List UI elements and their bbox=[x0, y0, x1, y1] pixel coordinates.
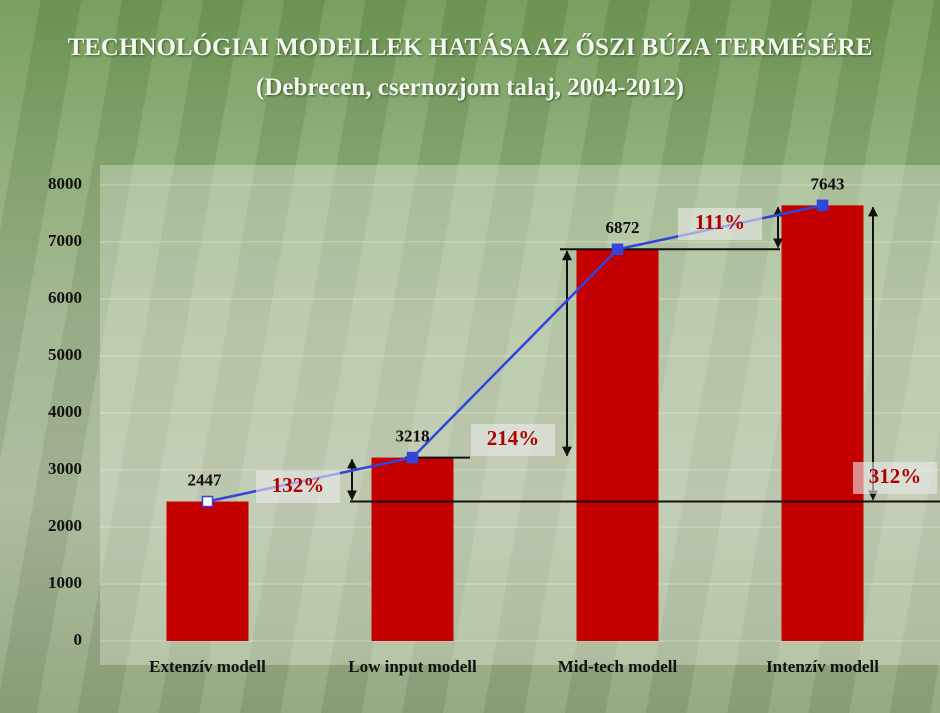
x-tick-label: Extenzív modell bbox=[149, 657, 266, 676]
chart: 0 1000 2000 3000 4000 5000 6000 7000 8000 Extenzí… bbox=[0, 0, 940, 713]
line-marker bbox=[818, 200, 828, 210]
annotation: 214% bbox=[487, 426, 540, 450]
y-tick-label: 8000 bbox=[48, 174, 82, 193]
y-tick-label: 2000 bbox=[48, 516, 82, 535]
page: TECHNOLÓGIAI MODELLEK HATÁSA AZ ŐSZI BÚZ… bbox=[0, 0, 940, 713]
y-tick-label: 5000 bbox=[48, 345, 82, 364]
line-marker bbox=[203, 497, 213, 507]
y-tick-label: 0 bbox=[74, 630, 83, 649]
value-label: 6872 bbox=[606, 218, 640, 237]
y-tick-label: 3000 bbox=[48, 459, 82, 478]
annotation: 312% bbox=[869, 464, 922, 488]
y-tick-label: 1000 bbox=[48, 573, 82, 592]
bar bbox=[167, 502, 249, 641]
value-label: 7643 bbox=[811, 174, 845, 193]
bar bbox=[782, 205, 864, 641]
y-tick-label: 6000 bbox=[48, 288, 82, 307]
line-marker bbox=[408, 453, 418, 463]
x-tick-label: Low input modell bbox=[348, 657, 477, 676]
y-tick-label: 7000 bbox=[48, 231, 82, 250]
line-marker bbox=[613, 244, 623, 254]
bar bbox=[577, 249, 659, 641]
x-tick-label: Mid-tech modell bbox=[558, 657, 678, 676]
annotation: 111% bbox=[695, 210, 745, 234]
annotation: 132% bbox=[272, 473, 325, 497]
bar bbox=[372, 458, 454, 641]
y-tick-label: 4000 bbox=[48, 402, 82, 421]
value-label: 2447 bbox=[188, 470, 223, 489]
value-label: 3218 bbox=[396, 426, 430, 445]
x-tick-label: Intenzív modell bbox=[766, 657, 879, 676]
